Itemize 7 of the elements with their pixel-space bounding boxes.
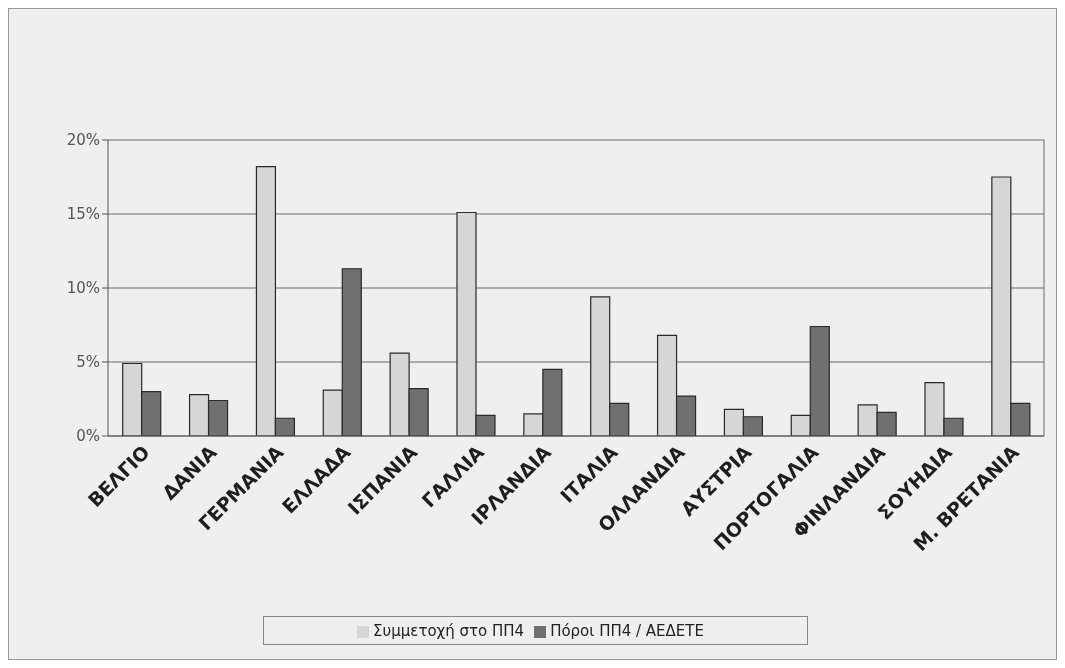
y-tick-label: 10% — [66, 279, 100, 298]
y-tick-label: 5% — [76, 353, 100, 372]
legend-label: Συμμετοχή στο ΠΠ4 — [373, 622, 525, 640]
y-tick-label: 20% — [66, 131, 100, 150]
y-tick-label: 15% — [66, 205, 100, 224]
legend-label: Πόροι ΠΠ4 / ΑΕΔΕΤΕ — [550, 622, 704, 640]
y-tick-label: 0% — [76, 427, 100, 446]
